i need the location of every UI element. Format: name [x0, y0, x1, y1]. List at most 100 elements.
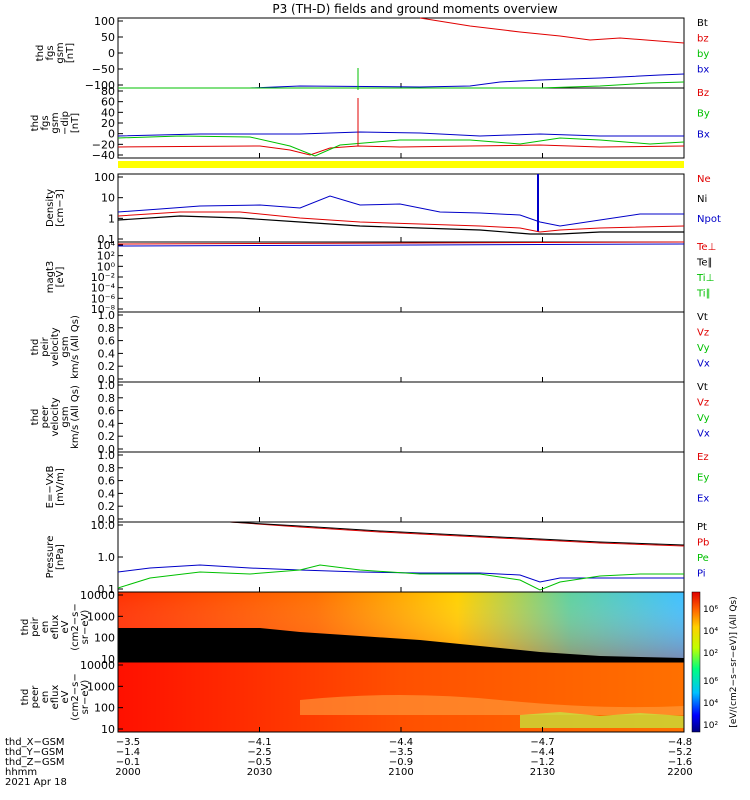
y-tick-label: 1000 — [87, 610, 115, 623]
Te-perp-trace — [117, 241, 685, 245]
y-tick-label: 0.2 — [98, 360, 116, 373]
y-tick-label: 10⁰ — [97, 260, 116, 273]
y-tick-label: 1 — [108, 212, 115, 225]
y-axis-label: Pressure — [45, 536, 56, 579]
axis-value: 2030 — [247, 767, 272, 778]
bx-trace — [118, 73, 685, 89]
axis-value: −4.4 — [530, 747, 554, 758]
y-axis-label: thd — [30, 115, 41, 132]
legend-entry: bx — [697, 65, 709, 76]
colorbar-tick: 10⁴ — [703, 627, 718, 637]
y-tick-label: 0.4 — [98, 487, 116, 500]
panel-8: 10.0 1.0 0.1 Pressure [nPa] Pt Pb Pe Pi — [45, 519, 709, 596]
panel-7: 1.00.80.60.40.20.0 E=−VxB [mV/m] Ez Ey Ex — [45, 449, 709, 526]
legend-entry: Ti⊥ — [696, 273, 714, 284]
legend-entry: Ex — [697, 493, 709, 504]
Pb-trace — [229, 521, 685, 547]
axis-value: −1.2 — [530, 757, 554, 768]
y-tick-label: 60 — [101, 96, 115, 109]
y-tick-label: 0.8 — [98, 392, 116, 405]
y-axis-label: gsm — [60, 336, 71, 357]
legend-entry: Ey — [697, 473, 709, 484]
y-tick-label: 10 — [101, 653, 115, 666]
y-axis-label: thd — [20, 689, 31, 706]
y-tick-label: 0 — [108, 47, 115, 60]
legend-entry: Vz — [697, 398, 709, 409]
y-tick-label: 100 — [94, 15, 115, 28]
y-tick-label: 0.0 — [98, 513, 116, 526]
y-tick-label: 0.8 — [98, 462, 116, 475]
y-tick-label: 0.6 — [98, 405, 116, 418]
axis-value: −1.6 — [668, 757, 692, 768]
y-tick-label: 0.4 — [98, 347, 116, 360]
y-axis-label: peer — [40, 405, 51, 429]
legend-entry: Pb — [697, 538, 709, 549]
y-axis-label: sr−eV) — [80, 680, 91, 715]
panel-5: 1.00.80.60.40.20.0 thd peir velocity gsm km/s… — [30, 309, 710, 386]
Pe-trace — [117, 564, 684, 591]
axis-row-label: hhmm — [5, 767, 37, 778]
y-tick-label: 40 — [101, 106, 115, 119]
y-tick-label: 10 — [101, 192, 115, 205]
axis-value: 2000 — [115, 767, 140, 778]
ion-spectrogram — [118, 592, 684, 662]
legend-entry: Vx — [697, 359, 710, 370]
y-axis-label: velocity — [50, 397, 61, 436]
y-axis-label: peer — [30, 685, 41, 709]
y-tick-label: 10 — [101, 723, 115, 736]
legend-entry: Vz — [697, 328, 709, 339]
y-tick-label: 0.1 — [98, 583, 116, 596]
panel-frame — [117, 241, 685, 313]
y-axis-label: fgs — [45, 45, 56, 60]
colorbar: [eV/(cm2−s−sr−eV)] (All Qs) 10⁶ 10⁴ 10² … — [691, 591, 739, 733]
axis-row-label: thd_Y−GSM — [5, 747, 64, 758]
legend-entry: Pe — [697, 553, 709, 564]
Pt-trace — [229, 521, 685, 546]
axis-value: 2130 — [530, 767, 555, 778]
Npot-trace — [117, 195, 684, 227]
y-axis-label: eflux — [50, 615, 61, 640]
colorbar-tick: 10² — [703, 721, 718, 731]
y-tick-label: 0 — [108, 128, 115, 141]
y-tick-label: 100 — [94, 632, 115, 645]
legend-entry: Vt — [697, 312, 708, 323]
y-tick-label: 0.2 — [98, 500, 116, 513]
axis-value: −2.5 — [247, 747, 271, 758]
legend-entry: Ti∥ — [696, 289, 711, 300]
y-tick-label: 10⁻² — [91, 271, 115, 284]
axis-value: −5.2 — [668, 747, 692, 758]
y-axis-label: sr−eV) — [80, 610, 91, 645]
y-tick-label: 0.0 — [98, 373, 116, 386]
y-axis-label: eflux — [50, 685, 61, 710]
axis-value: −4.7 — [530, 737, 554, 748]
y-tick-label: 10² — [97, 250, 115, 263]
y-tick-label: 10⁻⁴ — [91, 282, 116, 295]
legend-entry: Bx — [697, 129, 710, 140]
y-axis-label: en — [40, 621, 51, 634]
axis-value: −1.4 — [116, 747, 140, 758]
Ne-trace — [117, 211, 685, 233]
y-tick-label: 1.0 — [98, 449, 116, 462]
y-axis-label: km/s (All Qs) — [70, 315, 81, 379]
y-axis-label: [cm−3] — [55, 189, 66, 227]
y-tick-label: 1.0 — [98, 309, 116, 322]
legend-entry: bz — [697, 34, 709, 45]
panel-10: 10000 1000 100 10 thd peer en eflux eV (cm2−s− sr−… — [20, 659, 685, 736]
colorbar-tick: 10⁶ — [703, 605, 718, 615]
y-tick-label: 10⁴ — [97, 239, 116, 252]
panel-frame — [117, 87, 685, 159]
y-tick-label: −20 — [92, 138, 115, 151]
legend-entry: Bt — [697, 18, 708, 29]
y-axis-label: [nT] — [65, 43, 76, 63]
y-axis-label: thd — [20, 619, 31, 636]
y-tick-label: 20 — [101, 117, 115, 130]
y-tick-label: 0.6 — [98, 335, 116, 348]
panel-frame — [117, 381, 685, 453]
legend-entry: Ne — [697, 174, 711, 185]
y-tick-label: 100 — [94, 171, 115, 184]
y-axis-label: gsm — [60, 406, 71, 427]
